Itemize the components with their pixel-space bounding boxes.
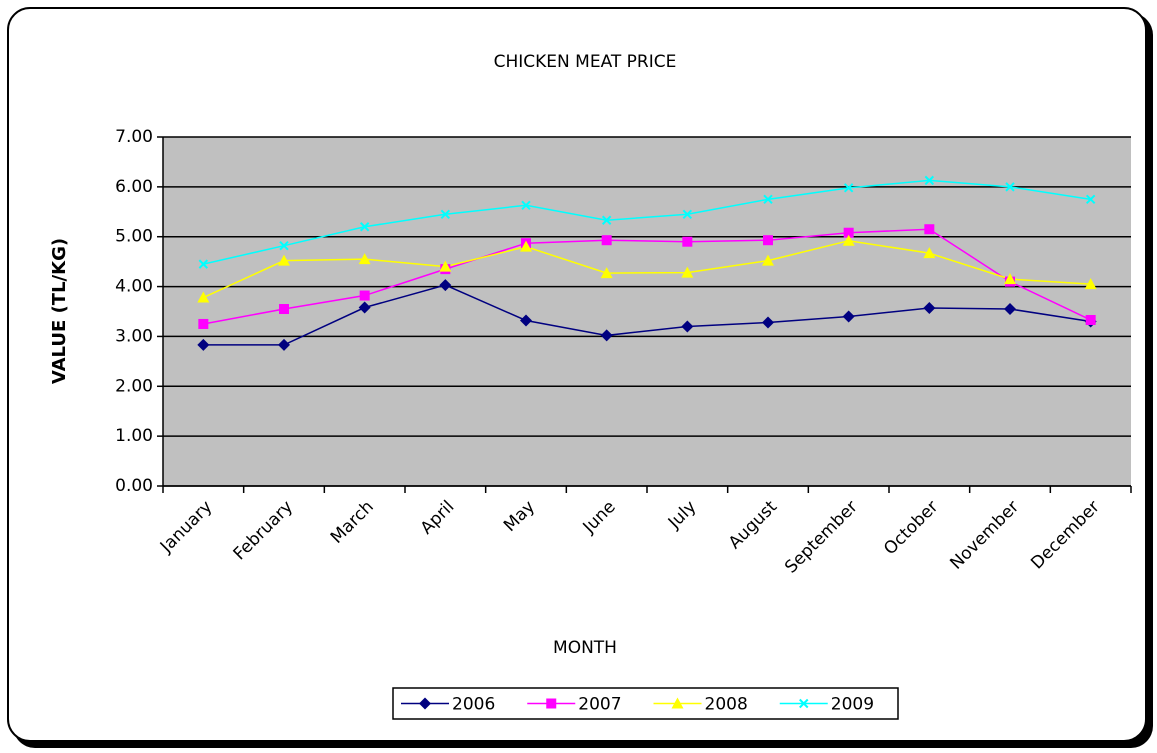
data-point: [681, 266, 694, 278]
data-point: [1005, 182, 1015, 192]
data-point: [279, 304, 289, 315]
y-tick-label: 2.00: [115, 376, 153, 396]
series-line: [203, 179, 1091, 265]
data-point: [197, 291, 210, 303]
data-point: [843, 183, 854, 193]
data-point: [1004, 303, 1016, 316]
data-point: [600, 267, 613, 279]
series-line: [203, 284, 1091, 346]
data-point: [439, 279, 452, 292]
data-point: [521, 200, 531, 211]
data-point: [681, 320, 694, 333]
y-tick-label: 1.00: [115, 426, 153, 446]
data-point: [600, 329, 613, 342]
data-point: [1085, 194, 1096, 205]
y-tick-label: 5.00: [115, 227, 153, 247]
y-tick-label: 4.00: [115, 277, 153, 297]
legend-label: 2006: [452, 695, 495, 715]
data-point: [440, 209, 451, 219]
data-point: [924, 175, 935, 186]
data-point: [601, 215, 612, 225]
y-tick-label: 6.00: [115, 177, 153, 197]
data-point: [358, 301, 371, 314]
data-point: [601, 235, 612, 246]
data-point: [763, 235, 773, 246]
legend-label: 2009: [831, 695, 874, 715]
y-tick-label: 7.00: [115, 127, 153, 147]
data-point: [923, 247, 936, 259]
data-point: [359, 290, 370, 301]
chart-title: CHICKEN MEAT PRICE: [494, 52, 677, 72]
data-point: [278, 254, 290, 266]
series-line: [203, 228, 1091, 325]
x-axis-title: MONTH: [553, 638, 617, 658]
data-point: [279, 240, 289, 251]
data-point: [682, 236, 693, 247]
data-point: [923, 302, 936, 315]
legend-marker: [546, 698, 557, 709]
data-point: [439, 260, 452, 272]
y-tick-label: 3.00: [115, 326, 153, 346]
series-line: [203, 239, 1091, 299]
legend-marker: [671, 697, 684, 709]
data-point: [763, 194, 773, 205]
data-point: [842, 234, 855, 246]
data-point: [762, 316, 774, 329]
data-point: [198, 318, 209, 329]
legend-marker: [799, 698, 809, 709]
plot-background: [163, 137, 1131, 486]
data-point: [762, 254, 774, 266]
legend-label: 2008: [705, 695, 748, 715]
legend-marker: [419, 697, 431, 710]
y-axis-title: VALUE (TL/KG): [49, 238, 70, 384]
data-point: [520, 314, 532, 327]
data-point: [1084, 278, 1097, 290]
data-point: [682, 209, 693, 219]
data-point: [358, 253, 371, 265]
data-point: [359, 222, 370, 232]
data-point: [520, 240, 532, 252]
legend-label: 2007: [578, 695, 621, 715]
y-tick-label: 0.00: [115, 476, 153, 496]
data-point: [1004, 273, 1016, 285]
data-point: [278, 338, 290, 351]
data-point: [1085, 314, 1096, 325]
data-point: [842, 310, 855, 323]
data-point: [197, 338, 210, 351]
data-point: [924, 224, 935, 235]
data-point: [198, 259, 209, 269]
data-point: [843, 227, 854, 238]
